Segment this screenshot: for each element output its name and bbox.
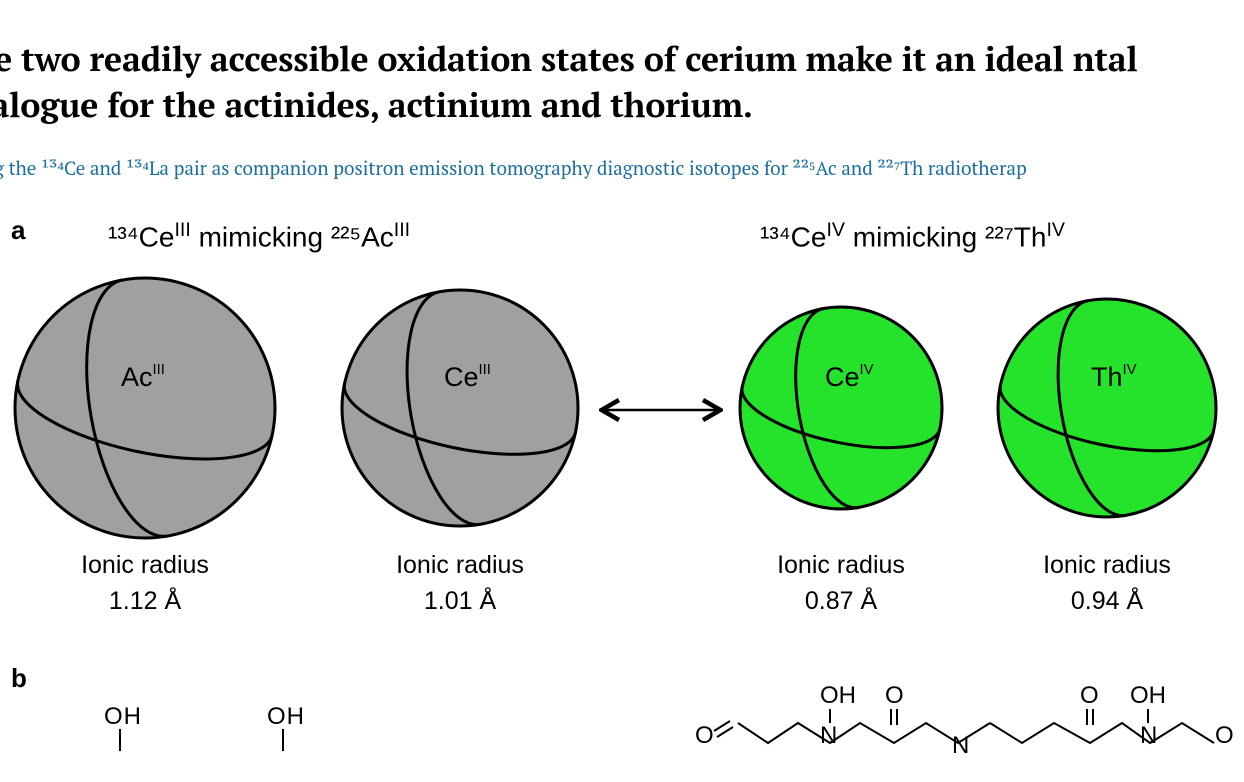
ionic-radius-label-2: Ionic radius0.87 Å xyxy=(761,547,921,620)
panel-b-label: b xyxy=(11,663,27,694)
ionic-radius-label-1: Ionic radius1.01 Å xyxy=(380,547,540,620)
svg-text:OH: OH xyxy=(820,682,856,709)
svg-text:O: O xyxy=(885,682,904,709)
oxidation-state-iv: IV xyxy=(826,219,845,241)
oxidation-state-iv-2: IV xyxy=(1046,219,1065,241)
isotope-th227: ²²⁷Th xyxy=(985,221,1046,252)
isotope-ac225: ²²⁵Ac xyxy=(331,221,394,252)
ion-sphere-th-iv: ThIV xyxy=(994,295,1220,521)
figure-caption-heading: The two readily accessible oxidation sta… xyxy=(0,0,1244,128)
panel-a-label: a xyxy=(11,215,25,246)
svg-text:N: N xyxy=(952,732,969,759)
oxidation-state-iii: III xyxy=(174,219,190,241)
group-left-title: ¹³⁴CeIII mimicking ²²⁵AcIII xyxy=(108,219,410,253)
svg-text:N: N xyxy=(1140,722,1157,749)
isotope-ce134-r: ¹³⁴Ce xyxy=(760,221,826,252)
chem-oh-1: OH xyxy=(104,703,142,731)
ionic-radius-label-0: Ionic radius1.12 Å xyxy=(65,547,225,620)
ion-sphere-ce-iv: CeIV xyxy=(736,303,946,513)
svg-text:N: N xyxy=(820,722,837,749)
svg-text:OH: OH xyxy=(1130,682,1166,709)
article-link[interactable]: loping the ¹³⁴Ce and ¹³⁴La pair as compa… xyxy=(0,156,1244,181)
figure-panel-a: a ¹³⁴CeIII mimicking ²²⁵AcIII ¹³⁴CeIV mi… xyxy=(0,213,1244,763)
ion-sphere-ce-iii: CeIII xyxy=(338,286,582,530)
mimicking-text: mimicking xyxy=(191,221,331,252)
svg-text:O: O xyxy=(1215,722,1234,749)
bond-icon xyxy=(281,729,285,751)
oxidation-state-iii-2: III xyxy=(394,219,410,241)
svg-text:O: O xyxy=(695,722,714,749)
ionic-radius-label-3: Ionic radius0.94 Å xyxy=(1027,547,1187,620)
ion-sphere-ac-iii: AcIII xyxy=(11,274,279,542)
isotope-ce134: ¹³⁴Ce xyxy=(108,221,174,252)
equilibrium-arrow-icon xyxy=(596,397,726,423)
group-right-title: ¹³⁴CeIV mimicking ²²⁷ThIV xyxy=(760,219,1065,253)
bond-icon xyxy=(118,729,122,751)
chem-structure-right-icon: OH O O N N O OH N O xyxy=(690,681,1244,761)
mimicking-text-r: mimicking xyxy=(845,221,985,252)
svg-text:O: O xyxy=(1080,682,1099,709)
chem-oh-2: OH xyxy=(267,703,305,731)
